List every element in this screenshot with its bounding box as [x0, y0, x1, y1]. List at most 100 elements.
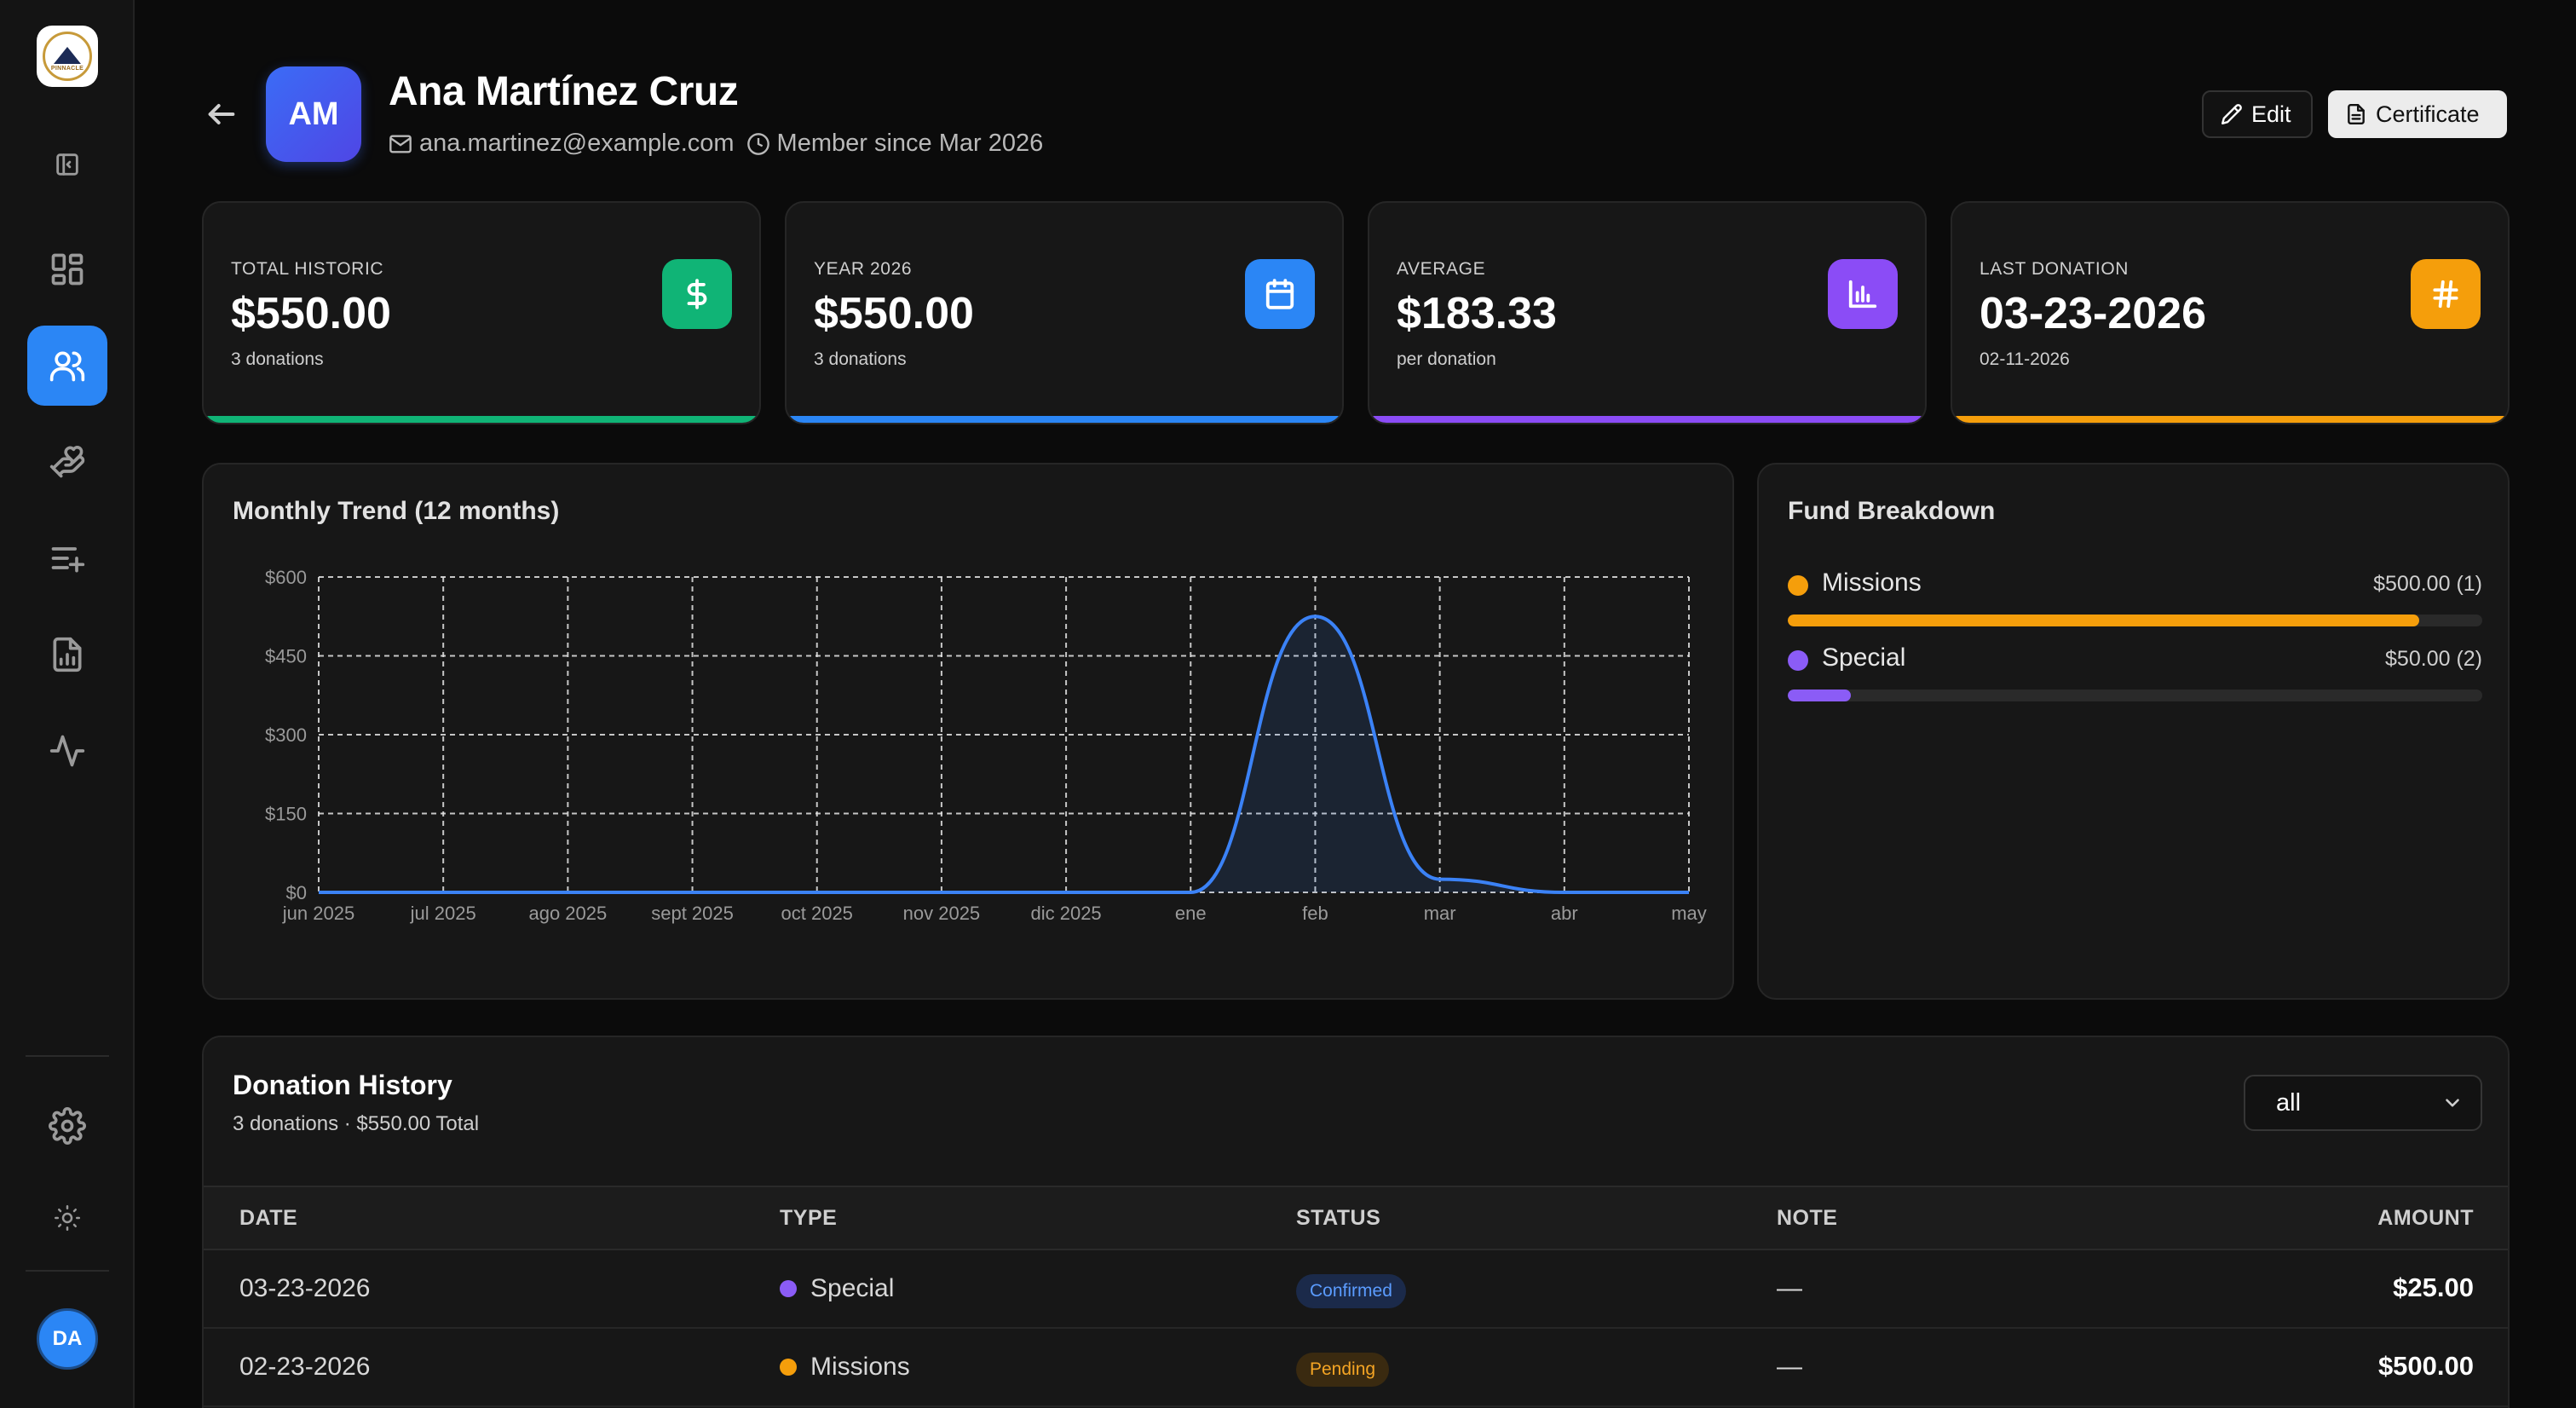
table-row[interactable]: 03-23-2026 Special Confirmed — $25.00	[204, 1250, 2508, 1329]
member-avatar: AM	[266, 66, 361, 162]
sidebar-divider	[26, 1270, 109, 1272]
column-header-type[interactable]: TYPE	[780, 1206, 838, 1230]
bar-chart-icon	[1848, 280, 1877, 309]
app-logo[interactable]: PINNACLE	[37, 26, 98, 87]
x-tick-label: feb	[1302, 903, 1328, 924]
stat-sub: per donation	[1397, 349, 1496, 369]
y-tick-label: $450	[265, 646, 307, 667]
fund-progress-track	[1788, 690, 2482, 701]
fund-amount: $500.00 (1)	[2373, 572, 2482, 596]
x-tick-label: nov 2025	[903, 903, 981, 924]
stat-value: $550.00	[814, 289, 974, 338]
stat-label: YEAR 2026	[814, 259, 913, 279]
status-badge: Pending	[1296, 1353, 1390, 1387]
hand-heart-icon	[49, 446, 85, 478]
dollar-icon	[687, 279, 707, 309]
monthly-trend-chart: $0 $150 $300 $450 $600 jun 2025 jul 2025 ago 20…	[265, 567, 1707, 924]
edit-button[interactable]: Edit	[2202, 90, 2313, 138]
trend-line	[319, 615, 1689, 894]
report-chart-icon	[53, 637, 82, 672]
x-tick-label: dic 2025	[1030, 903, 1101, 924]
stat-sub: 02-11-2026	[1980, 349, 2070, 369]
stat-card-average: AVERAGE $183.33 per donation	[1368, 201, 1927, 424]
member-meta: ana.martinez@example.com Member since Ma…	[389, 130, 1043, 158]
clock-icon	[746, 132, 769, 155]
member-name: Ana Martínez Cruz	[389, 69, 739, 114]
column-header-amount[interactable]: AMOUNT	[2377, 1206, 2474, 1230]
pencil-icon	[2221, 104, 2242, 125]
x-tick-label: ago 2025	[528, 903, 607, 924]
list-plus-icon	[51, 547, 85, 573]
stat-value: $550.00	[231, 289, 391, 338]
sidebar-toggle-button[interactable]	[27, 124, 107, 205]
row-amount: $25.00	[2393, 1272, 2474, 1302]
x-tick-label: mar	[1424, 903, 1456, 924]
sidebar-item-members[interactable]	[27, 326, 107, 406]
dashboard-icon	[51, 253, 84, 286]
certificate-button[interactable]: Certificate	[2328, 90, 2507, 138]
row-note: —	[1777, 1274, 1802, 1302]
certificate-button-label: Certificate	[2376, 101, 2480, 127]
y-tick-label: $0	[286, 882, 307, 903]
row-type-label: Special	[810, 1274, 895, 1302]
arrow-left-icon	[208, 104, 235, 124]
back-button[interactable]	[205, 97, 239, 131]
x-tick-label: jun 2025	[282, 903, 354, 924]
stat-card-year: YEAR 2026 $550.00 3 donations	[785, 201, 1344, 424]
history-filter-select[interactable]: all	[2244, 1075, 2482, 1131]
activity-icon	[49, 735, 85, 767]
monthly-trend-card: $0 $150 $300 $450 $600 jun 2025 jul 2025 ago 20…	[202, 463, 1734, 1000]
row-date: 03-23-2026	[239, 1274, 371, 1302]
stat-value: 03-23-2026	[1980, 289, 2206, 338]
type-dot	[780, 1280, 797, 1297]
row-date: 02-23-2026	[239, 1353, 371, 1381]
settings-button[interactable]	[27, 1086, 107, 1166]
logo-emblem: PINNACLE	[43, 32, 92, 81]
chevron-down-icon	[2446, 1099, 2459, 1107]
stat-accent-bar	[1369, 416, 1925, 423]
sidebar-item-reports[interactable]	[27, 615, 107, 695]
status-badge: Confirmed	[1296, 1274, 1406, 1308]
stat-accent-bar	[787, 416, 1342, 423]
mail-icon	[389, 135, 412, 153]
row-note: —	[1777, 1353, 1802, 1381]
member-since: Member since Mar 2026	[746, 130, 1044, 158]
theme-toggle-button[interactable]	[27, 1178, 107, 1258]
column-header-status[interactable]: STATUS	[1296, 1206, 1381, 1230]
x-tick-label: abr	[1551, 903, 1578, 924]
stat-value: $183.33	[1397, 289, 1557, 338]
table-row[interactable]: 02-23-2026 Missions Pending — $500.00	[204, 1329, 2508, 1407]
member-since-text: Member since Mar 2026	[776, 130, 1044, 157]
y-tick-label: $300	[265, 724, 307, 746]
stat-icon-box	[2411, 259, 2481, 329]
row-type: Special	[780, 1274, 894, 1303]
gear-icon	[49, 1107, 86, 1145]
sidebar: PINNACLE DA	[0, 0, 135, 1408]
member-email: ana.martinez@example.com	[389, 130, 735, 158]
mountain-icon	[54, 46, 81, 64]
y-tick-label: $150	[265, 804, 307, 825]
user-avatar[interactable]: DA	[37, 1308, 98, 1370]
sidebar-item-donations[interactable]	[27, 422, 107, 502]
fund-breakdown-title: Fund Breakdown	[1788, 497, 1996, 525]
row-amount: $500.00	[2377, 1351, 2474, 1381]
donation-history-card: Donation History 3 donations · $550.00 T…	[202, 1036, 2510, 1408]
column-header-date[interactable]: DATE	[239, 1206, 298, 1230]
trend-area	[319, 616, 1689, 892]
sidebar-item-activity[interactable]	[27, 711, 107, 791]
x-tick-label: sept 2025	[651, 903, 734, 924]
stat-label: LAST DONATION	[1980, 259, 2129, 279]
type-dot	[780, 1359, 797, 1376]
y-tick-label: $600	[265, 567, 307, 588]
stat-card-total-historic: TOTAL HISTORIC $550.00 3 donations	[202, 201, 761, 424]
fund-progress-fill	[1788, 615, 2419, 626]
stat-label: TOTAL HISTORIC	[231, 259, 384, 279]
column-header-note[interactable]: NOTE	[1777, 1206, 1838, 1230]
sidebar-item-list-add[interactable]	[27, 518, 107, 598]
stat-icon-box	[1245, 259, 1315, 329]
stat-sub: 3 donations	[231, 349, 324, 369]
member-email-text: ana.martinez@example.com	[419, 130, 735, 157]
x-tick-label: ene	[1175, 903, 1207, 924]
sidebar-divider	[26, 1055, 109, 1057]
sidebar-item-dashboard[interactable]	[27, 229, 107, 309]
